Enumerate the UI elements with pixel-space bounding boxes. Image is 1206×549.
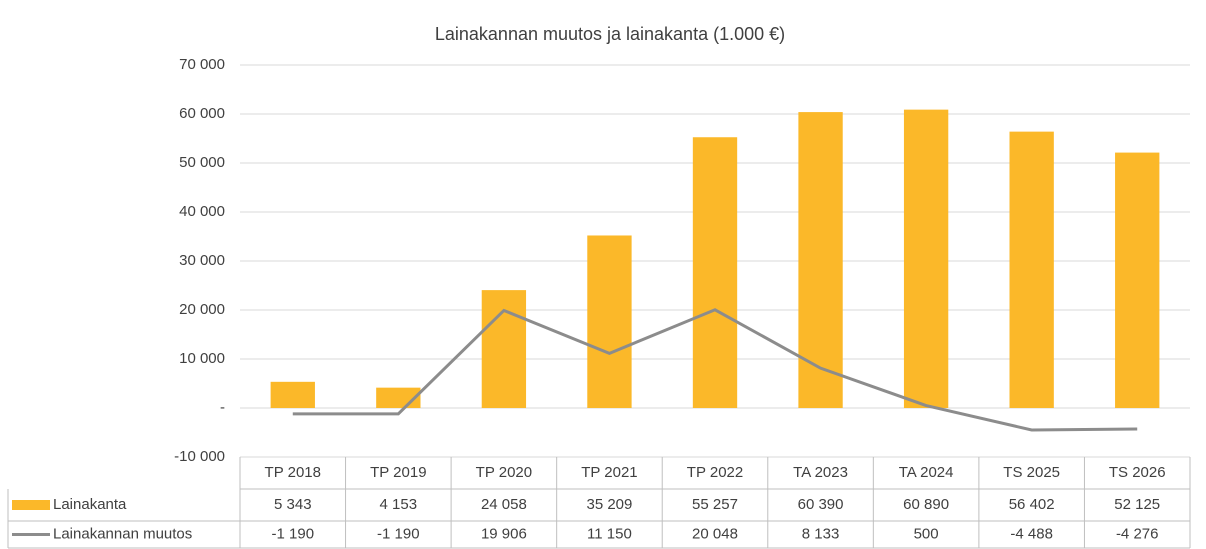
legend-label: Lainakanta bbox=[53, 496, 127, 513]
bar bbox=[481, 290, 527, 408]
table-value: -4 488 bbox=[1010, 525, 1053, 542]
x-tick-label: TA 2023 bbox=[793, 464, 848, 481]
table-value: 52 125 bbox=[1114, 496, 1160, 513]
x-tick-label: TP 2018 bbox=[265, 464, 321, 481]
bar bbox=[1115, 152, 1160, 408]
table-value: 4 153 bbox=[380, 496, 418, 513]
table-value: 5 343 bbox=[274, 496, 312, 513]
bar bbox=[798, 112, 843, 409]
table-value: 11 150 bbox=[587, 525, 632, 542]
table-value: -1 190 bbox=[272, 525, 315, 542]
bar bbox=[1009, 131, 1054, 409]
y-tick-label: -10 000 bbox=[174, 448, 225, 465]
bar bbox=[903, 109, 949, 408]
x-tick-label: TP 2021 bbox=[581, 464, 637, 481]
y-tick-label: 70 000 bbox=[179, 56, 225, 73]
line bbox=[292, 308, 1138, 432]
x-tick-label: TS 2025 bbox=[1003, 464, 1060, 481]
bar bbox=[587, 235, 632, 408]
table-value: -4 276 bbox=[1116, 525, 1159, 542]
y-tick-label: 10 000 bbox=[179, 350, 225, 367]
chart-title: Lainakannan muutos ja lainakanta (1.000 … bbox=[435, 24, 785, 44]
table-value: -1 190 bbox=[377, 525, 420, 542]
legend-label: Lainakannan muutos bbox=[53, 525, 192, 542]
x-tick-label: TP 2019 bbox=[370, 464, 426, 481]
y-tick-label: 20 000 bbox=[179, 301, 225, 318]
table-value: 24 058 bbox=[481, 496, 527, 513]
y-tick-label: 30 000 bbox=[179, 252, 225, 269]
y-tick-label: 40 000 bbox=[179, 203, 225, 220]
legend-swatch bbox=[12, 500, 50, 510]
y-tick-label: 60 000 bbox=[179, 105, 225, 122]
table-value: 8 133 bbox=[802, 525, 840, 542]
table-value: 35 209 bbox=[586, 496, 632, 513]
bar bbox=[692, 137, 738, 408]
x-tick-label: TA 2024 bbox=[899, 464, 954, 481]
table-value: 20 048 bbox=[692, 525, 738, 542]
table-value: 500 bbox=[914, 525, 939, 542]
bar bbox=[270, 381, 315, 408]
y-tick-label: 50 000 bbox=[179, 154, 225, 171]
x-tick-label: TP 2022 bbox=[687, 464, 743, 481]
table-value: 19 906 bbox=[481, 525, 527, 542]
table-value: 55 257 bbox=[692, 496, 738, 513]
table-value: 60 390 bbox=[798, 496, 844, 513]
y-tick-label: - bbox=[220, 399, 225, 416]
x-tick-label: TP 2020 bbox=[476, 464, 532, 481]
table-value: 56 402 bbox=[1009, 496, 1055, 513]
table-value: 60 890 bbox=[903, 496, 949, 513]
x-tick-label: TS 2026 bbox=[1109, 464, 1166, 481]
